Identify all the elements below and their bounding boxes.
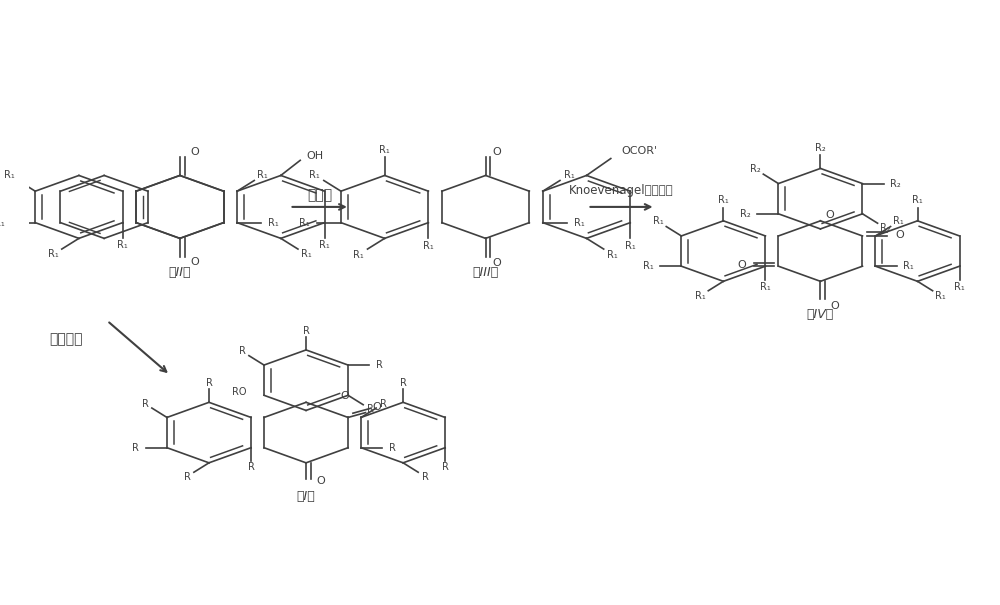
Text: RO: RO: [232, 387, 247, 397]
Text: R₁: R₁: [379, 145, 390, 155]
Text: R₁: R₁: [564, 170, 574, 180]
Text: R: R: [367, 404, 373, 414]
Text: R₁: R₁: [423, 241, 434, 250]
Text: R₂: R₂: [815, 143, 826, 153]
Text: R: R: [132, 443, 139, 453]
Text: O: O: [190, 257, 199, 267]
Text: R₁: R₁: [903, 261, 914, 271]
Text: R₁: R₁: [695, 291, 705, 301]
Text: R: R: [184, 471, 190, 482]
Text: R₁: R₁: [653, 217, 663, 226]
Text: R₁: R₁: [268, 218, 278, 227]
Text: 酰基化: 酰基化: [307, 188, 332, 202]
Text: R: R: [206, 378, 212, 388]
Text: R₁: R₁: [954, 282, 965, 292]
Text: R: R: [422, 471, 428, 482]
Text: O: O: [316, 476, 325, 486]
Text: （I）: （I）: [297, 489, 315, 503]
Text: R₁: R₁: [893, 217, 904, 226]
Text: R: R: [376, 360, 383, 370]
Text: R₂: R₂: [890, 178, 901, 189]
Text: OCOR': OCOR': [622, 146, 658, 156]
Text: R₂: R₂: [740, 209, 751, 219]
Text: R₁: R₁: [4, 171, 15, 180]
Text: R₂: R₂: [750, 164, 760, 174]
Text: R₁: R₁: [718, 195, 729, 205]
Text: 脱甲基化: 脱甲基化: [50, 332, 83, 346]
Text: R: R: [389, 443, 396, 453]
Text: R: R: [400, 378, 407, 388]
Text: O: O: [737, 260, 746, 270]
Text: R₁: R₁: [117, 240, 128, 250]
Text: R₂: R₂: [880, 223, 891, 234]
Text: R₁: R₁: [625, 241, 636, 250]
Text: （III）: （III）: [472, 266, 499, 279]
Text: OH: OH: [306, 151, 323, 161]
Text: R: R: [442, 462, 449, 472]
Text: R: R: [248, 462, 254, 472]
Text: （II）: （II）: [169, 266, 191, 279]
Text: R: R: [142, 399, 148, 409]
Text: R₁: R₁: [607, 250, 618, 260]
Text: O: O: [826, 210, 835, 220]
Text: R₁: R₁: [574, 218, 585, 227]
Text: R₁: R₁: [643, 261, 654, 271]
Text: O: O: [190, 147, 199, 157]
Text: R₁: R₁: [257, 171, 268, 180]
Text: O: O: [340, 391, 349, 401]
Text: O: O: [895, 230, 904, 240]
Text: （IV）: （IV）: [807, 308, 834, 321]
Text: Knoevenagel缩环反应: Knoevenagel缩环反应: [569, 184, 674, 197]
Text: R₁: R₁: [353, 250, 364, 260]
Text: R: R: [239, 347, 245, 356]
Text: O: O: [373, 402, 382, 411]
Text: R₁: R₁: [299, 218, 309, 227]
Text: R: R: [303, 325, 309, 336]
Text: O: O: [493, 147, 502, 157]
Text: R: R: [380, 399, 386, 409]
Text: R₁: R₁: [0, 218, 5, 227]
Text: R₁: R₁: [760, 282, 771, 292]
Text: O: O: [831, 301, 839, 310]
Text: R₁: R₁: [309, 170, 320, 180]
Text: R₁: R₁: [912, 195, 923, 205]
Text: O: O: [493, 258, 502, 268]
Text: R₁: R₁: [935, 291, 946, 301]
Text: R₁: R₁: [301, 249, 312, 259]
Text: R₁: R₁: [48, 249, 59, 259]
Text: R₁: R₁: [319, 240, 330, 250]
